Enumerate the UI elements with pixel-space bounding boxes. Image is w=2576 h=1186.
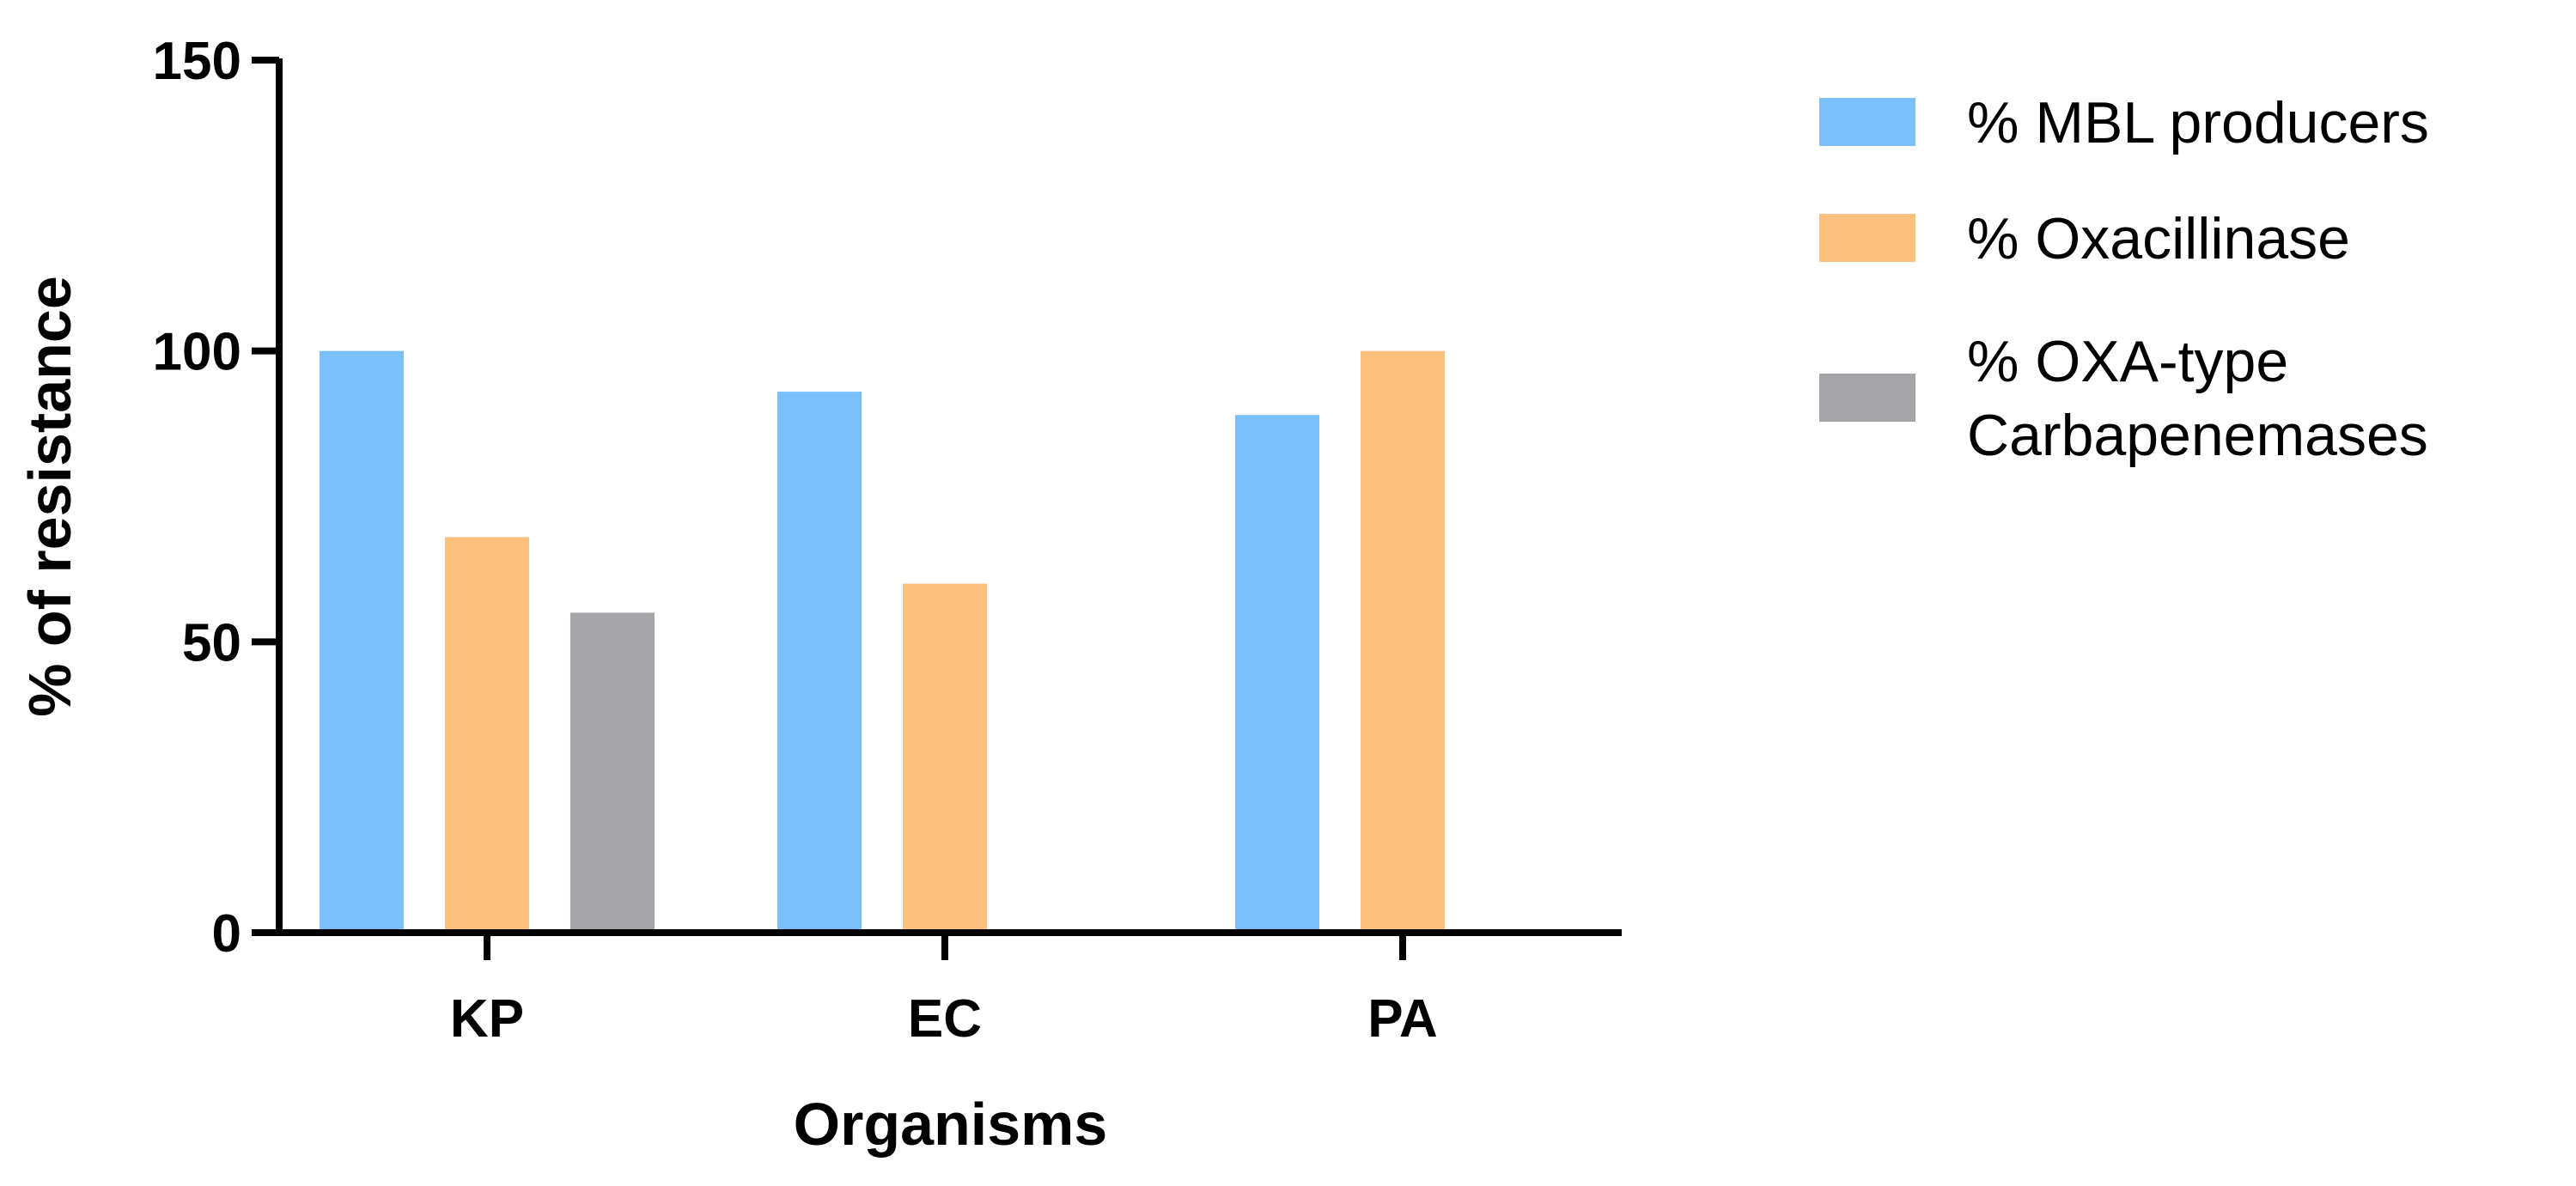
legend-label-1: % MBL producers: [1967, 90, 2429, 155]
bar-ec-series-2: [903, 583, 987, 933]
y-tick-label-50: 50: [182, 613, 241, 672]
bar-pa-series-2: [1361, 350, 1445, 934]
legend: % MBL producers % Oxacillinase % OXA-type C…: [1819, 90, 2429, 468]
axes-layer: [276, 58, 1622, 936]
y-tick-label-150: 150: [153, 32, 241, 91]
y-tick-label-0: 0: [212, 904, 241, 964]
legend-swatch-2: [1819, 214, 1915, 262]
x-axis-title: Organisms: [794, 1091, 1108, 1158]
y-axis-title: % of resistance: [16, 276, 83, 717]
legend-swatch-1: [1819, 98, 1915, 146]
legend-swatch-3: [1819, 374, 1915, 422]
bars-layer: [320, 350, 1445, 934]
bar-kp-series-1: [320, 350, 404, 934]
bar-ec-series-1: [777, 392, 862, 934]
bar-kp-series-3: [570, 612, 655, 933]
bar-kp-series-2: [445, 537, 529, 933]
legend-label-2: % Oxacillinase: [1967, 206, 2350, 271]
x-tick-label-pa: PA: [1367, 989, 1438, 1049]
bar-pa-series-1: [1235, 415, 1319, 933]
x-tick-label-kp: KP: [450, 989, 524, 1049]
ticks-layer: 0 50 100 150 KP EC PA: [153, 32, 1438, 1049]
y-tick-label-100: 100: [153, 323, 241, 382]
x-tick-label-ec: EC: [908, 989, 982, 1049]
legend-label-3: % OXA-type Carbapenemases: [1967, 329, 2428, 468]
